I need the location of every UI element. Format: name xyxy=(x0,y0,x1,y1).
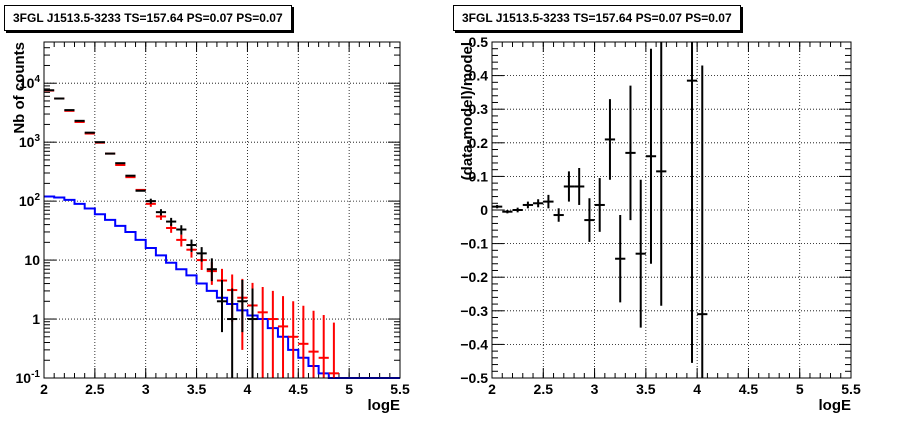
x-axis-label: logE xyxy=(819,397,852,414)
x-tick-label: 5.5 xyxy=(390,381,410,397)
y-tick-label: 0.1 xyxy=(469,168,489,184)
left-chart-title: 3FGL J1513.5-3233 TS=157.64 PS=0.07 PS=0… xyxy=(4,5,292,31)
y-tick-label: −0.1 xyxy=(460,236,488,252)
y-tick-label: −0.2 xyxy=(460,269,488,285)
x-tick-label: 5.5 xyxy=(841,381,861,397)
x-tick-label: 3.5 xyxy=(187,381,207,397)
x-tick-label: 2 xyxy=(488,381,496,397)
y-tick-label: 0.3 xyxy=(469,101,489,117)
right-chart-title: 3FGL J1513.5-3233 TS=157.64 PS=0.07 PS=0… xyxy=(453,5,741,31)
y-tick-label: 0.5 xyxy=(469,34,489,50)
y-tick-label: 103 xyxy=(19,133,41,150)
x-tick-label: 4 xyxy=(693,381,701,397)
x-tick-label: 3 xyxy=(142,381,150,397)
y-tick-label: 10 xyxy=(24,252,40,268)
x-tick-label: 5 xyxy=(796,381,804,397)
x-tick-label: 2.5 xyxy=(85,381,105,397)
plot-frame xyxy=(491,41,852,379)
x-axis-label: logE xyxy=(368,397,401,414)
y-tick-label: 0.2 xyxy=(469,135,489,151)
plot-area xyxy=(492,42,851,378)
y-axis-label: Nb of counts xyxy=(11,42,28,134)
x-tick-label: 3.5 xyxy=(636,381,656,397)
x-tick-label: 2 xyxy=(40,381,48,397)
y-axis-label: (data-model)/model xyxy=(459,42,476,180)
y-tick-label: −0.4 xyxy=(460,336,488,352)
x-tick-label: 4.5 xyxy=(289,381,309,397)
y-tick-label: 0 xyxy=(480,202,488,218)
counts-chart: 2 2.5 3 3.5 4 4.5 5 5.5 10-1 1 10 102 103 104 logE Nb o… xyxy=(11,41,410,414)
x-tick-label: 3 xyxy=(591,381,599,397)
residuals-chart: 2 2.5 3 3.5 4 4.5 5 5.5 −0.5 −0.4 −0.3 −0.2 −0.1 0 0.1… xyxy=(459,34,861,414)
y-tick-label: −0.5 xyxy=(460,370,488,386)
y-tick-label: 10-1 xyxy=(16,369,41,386)
y-tick-label: 104 xyxy=(19,74,41,91)
y-tick-label: 0.4 xyxy=(469,68,489,84)
y-tick-label: 1 xyxy=(32,311,40,327)
x-tick-label: 5 xyxy=(345,381,353,397)
plot-frame xyxy=(43,41,401,379)
y-tick-label: 102 xyxy=(19,192,41,209)
x-tick-label: 4 xyxy=(244,381,252,397)
x-tick-label: 2.5 xyxy=(534,381,554,397)
x-tick-label: 4.5 xyxy=(739,381,759,397)
y-tick-label: −0.3 xyxy=(460,303,488,319)
